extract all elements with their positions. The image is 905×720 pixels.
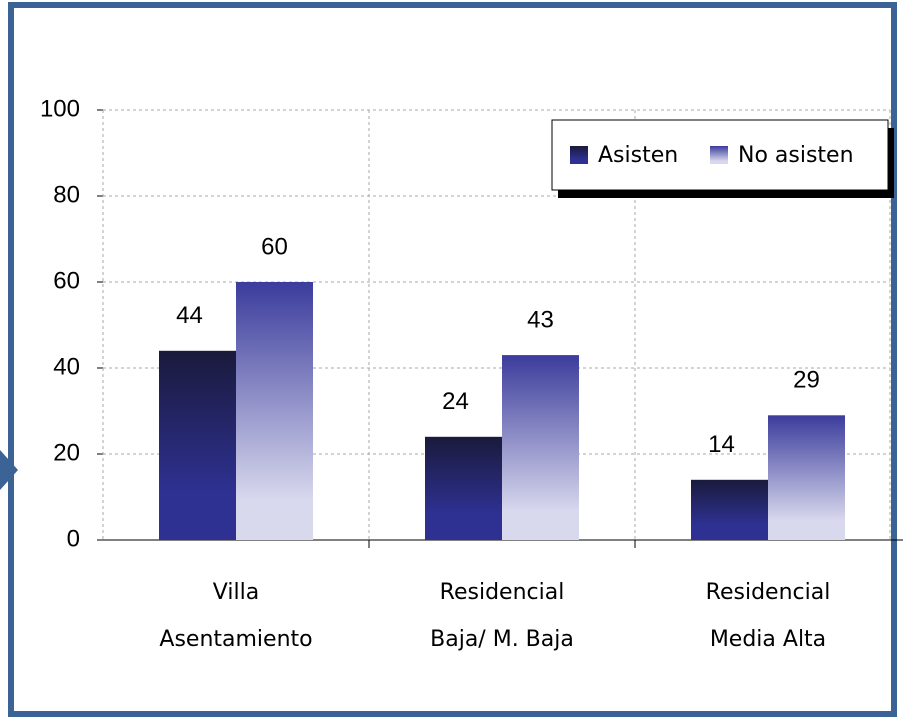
x-tick-label: Media Alta <box>710 627 826 652</box>
value-label: 44 <box>176 302 203 329</box>
x-tick-label: Residencial <box>706 580 831 605</box>
bar <box>159 350 236 540</box>
bar <box>691 479 768 540</box>
value-label: 29 <box>793 367 820 394</box>
legend-swatch <box>570 146 588 164</box>
value-label: 24 <box>442 388 469 415</box>
x-tick-label: Asentamiento <box>159 627 312 652</box>
bar <box>425 436 502 540</box>
y-tick-label: 80 <box>53 181 80 208</box>
value-label: 43 <box>527 306 554 333</box>
y-tick-label: 0 <box>67 525 80 552</box>
y-tick-label: 40 <box>53 353 80 380</box>
x-tick-label: Baja/ M. Baja <box>430 627 574 652</box>
legend-swatch <box>710 146 728 164</box>
y-tick-label: 20 <box>53 439 80 466</box>
bar <box>502 355 579 540</box>
legend-label: No asisten <box>738 143 854 168</box>
frame <box>8 2 897 717</box>
arrow <box>0 450 18 490</box>
bar <box>768 415 845 540</box>
value-label: 60 <box>261 233 288 260</box>
x-tick-label: Residencial <box>440 580 565 605</box>
y-tick-label: 100 <box>40 95 80 122</box>
x-tick-label: Villa <box>213 580 259 605</box>
bar <box>236 282 313 540</box>
y-tick-label: 60 <box>53 267 80 294</box>
legend-label: Asisten <box>598 143 678 168</box>
value-label: 14 <box>708 431 735 458</box>
